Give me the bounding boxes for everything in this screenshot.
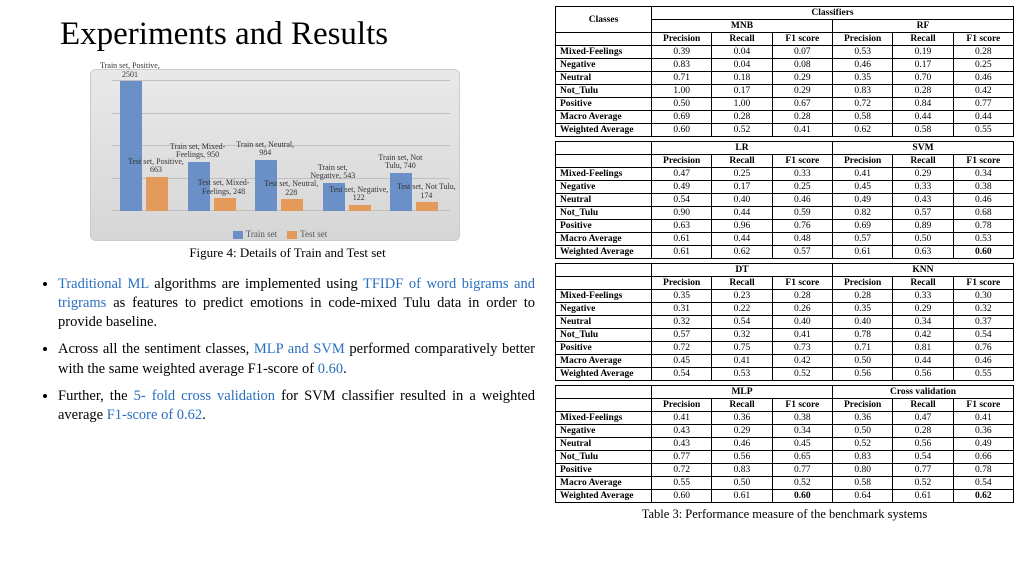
slide: Experiments and Results Train set, Posit… [0,0,1024,576]
figure-caption: Figure 4: Details of Train and Test set [40,245,535,261]
bar-label: Test set, Not Tulu, 174 [396,183,456,200]
table-row: Macro Average0.550.500.520.580.520.54 [556,477,1014,490]
table-row: Neutral0.540.400.460.490.430.46 [556,194,1014,207]
table-row: Positive0.501.000.670.720.840.77 [556,98,1014,111]
table-row: Negative0.310.220.260.350.290.32 [556,303,1014,316]
bar-test-set-not tulu [416,202,438,211]
table-row: Mixed-Feelings0.410.360.380.360.470.41 [556,412,1014,425]
table-row: Weighted Average0.540.530.520.560.560.55 [556,368,1014,381]
bar-test-set-negative [349,205,371,211]
table-row: Positive0.720.750.730.710.810.76 [556,342,1014,355]
train-test-chart: Train set, Positive, 2501Test set, Posit… [90,69,460,241]
table-row: Neutral0.320.540.400.400.340.37 [556,316,1014,329]
bar-test-set-mixed-feelings [214,198,236,211]
table-row: Not_Tulu1.000.170.290.830.280.42 [556,85,1014,98]
table-row: Mixed-Feelings0.390.040.070.530.190.28 [556,46,1014,59]
right-column: ClassesClassifiersMNBRFPrecisionRecallF1… [555,0,1024,576]
table-row: Neutral0.430.460.450.520.560.49 [556,438,1014,451]
table-row: Not_Tulu0.770.560.650.830.540.66 [556,451,1014,464]
table-row: Not_Tulu0.900.440.590.820.570.68 [556,207,1014,220]
bar-label: Train set, Not Tulu, 740 [370,154,430,171]
table-row: Macro Average0.690.280.280.580.440.44 [556,111,1014,124]
table-row: Mixed-Feelings0.470.250.330.410.290.34 [556,168,1014,181]
table-row: Mixed-Feelings0.350.230.280.280.330.30 [556,290,1014,303]
bar-label: Test set, Negative, 122 [329,186,389,203]
table-row: Not_Tulu0.570.320.410.780.420.54 [556,329,1014,342]
table-row: Negative0.430.290.340.500.280.36 [556,425,1014,438]
chart-legend: Train setTest set [90,229,460,239]
results-tables: ClassesClassifiersMNBRFPrecisionRecallF1… [555,6,1014,503]
table-row: Negative0.490.170.250.450.330.38 [556,181,1014,194]
bar-label: Test set, Neutral, 228 [261,180,321,197]
table-row: Weighted Average0.600.520.410.620.580.55 [556,124,1014,137]
bullet: Across all the sentiment classes, MLP an… [58,340,535,378]
bar-test-set-positive [146,177,168,211]
bar-test-set-neutral [281,199,303,211]
table-row: Neutral0.710.180.290.350.700.46 [556,72,1014,85]
bar-label: Train set, Negative, 543 [303,164,363,181]
table-row: Weighted Average0.600.610.600.640.610.62 [556,490,1014,503]
table-row: Macro Average0.610.440.480.570.500.53 [556,233,1014,246]
bar-label: Train set, Neutral, 984 [235,141,295,158]
results-table-0: ClassesClassifiersMNBRFPrecisionRecallF1… [555,6,1014,137]
bar-label: Test set, Mixed-Feelings, 248 [194,179,254,196]
bar-label: Train set, Mixed-Feelings, 950 [168,143,228,160]
table-row: Positive0.720.830.770.800.770.78 [556,464,1014,477]
table-row: Macro Average0.450.410.420.500.440.46 [556,355,1014,368]
results-table-2: DTKNNPrecisionRecallF1 scorePrecisionRec… [555,263,1014,381]
bullet-list: Traditional ML algorithms are implemente… [58,275,535,425]
results-table-1: LRSVMPrecisionRecallF1 scorePrecisionRec… [555,141,1014,259]
results-table-3: MLPCross validationPrecisionRecallF1 sco… [555,385,1014,503]
page-title: Experiments and Results [60,16,535,53]
bullet: Further, the 5- fold cross validation fo… [58,387,535,425]
table-row: Weighted Average0.610.620.570.610.630.60 [556,246,1014,259]
table-row: Positive0.630.960.760.690.890.78 [556,220,1014,233]
bar-label: Test set, Positive, 663 [126,158,186,175]
table-row: Negative0.830.040.080.460.170.25 [556,59,1014,72]
bullet: Traditional ML algorithms are implemente… [58,275,535,332]
table-caption: Table 3: Performance measure of the benc… [555,507,1014,522]
bar-label: Train set, Positive, 2501 [100,62,160,79]
left-column: Experiments and Results Train set, Posit… [0,0,555,576]
bar-train-set-positive [120,81,142,211]
